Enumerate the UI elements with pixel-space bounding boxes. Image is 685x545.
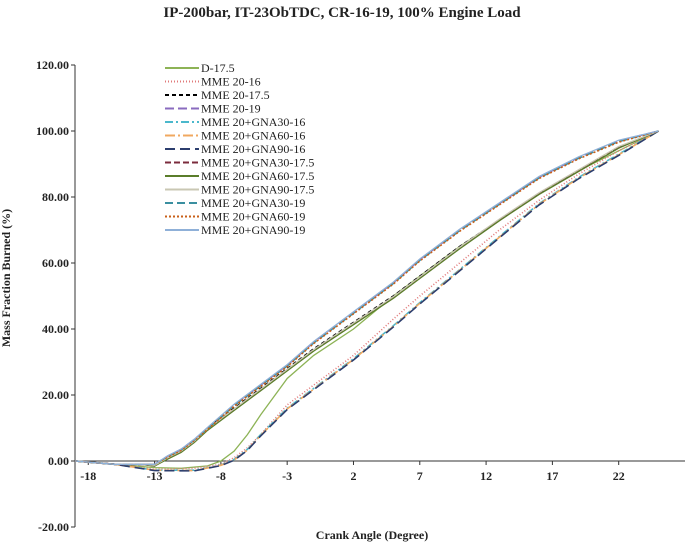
series-line-5 — [74, 130, 659, 471]
legend-label: MME 20-17.5 — [201, 88, 270, 102]
legend-label: MME 20+GNA90-17.5 — [201, 183, 314, 197]
y-axis-label: Mass Fraction Burned (%) — [0, 209, 13, 347]
x-tick-label: 7 — [417, 469, 423, 483]
series-line-13 — [74, 130, 659, 465]
series-line-4 — [74, 130, 659, 466]
y-tick-label: 60.00 — [42, 256, 69, 270]
legend-label: MME 20+GNA90-19 — [201, 223, 305, 237]
y-tick-label: 0.00 — [48, 454, 69, 468]
y-tick-label: 120.00 — [36, 58, 69, 72]
legend-label: MME 20+GNA30-16 — [201, 115, 305, 129]
y-tick-label: 80.00 — [42, 190, 69, 204]
x-tick-label: -8 — [216, 469, 226, 483]
x-tick-label: 17 — [546, 469, 558, 483]
legend-label: MME 20-16 — [201, 75, 261, 89]
legend-label: MME 20+GNA60-16 — [201, 129, 305, 143]
series-line-8 — [74, 130, 659, 467]
y-tick-label: 40.00 — [42, 322, 69, 336]
axes: -20.00 0.00 20.00 40.00 60.00 80.00 100.00 120.… — [36, 58, 685, 534]
series-line-3 — [74, 130, 659, 467]
chart-title: IP-200bar, IT-23ObTDC, CR-16-19, 100% En… — [163, 5, 521, 21]
y-tick-label: 100.00 — [36, 124, 69, 138]
series-line-7 — [74, 130, 659, 472]
x-tick-label: -3 — [282, 469, 292, 483]
series-line-10 — [74, 130, 659, 466]
y-tick-label: -20.00 — [38, 520, 69, 534]
series-line-11 — [74, 130, 659, 466]
legend-label: MME 20+GNA30-17.5 — [201, 156, 314, 170]
x-tick-label: 22 — [613, 469, 625, 483]
legend-label: D-17.5 — [201, 61, 235, 75]
legend-label: MME 20+GNA60-19 — [201, 210, 305, 224]
legend-label: MME 20-19 — [201, 102, 261, 116]
legend-label: MME 20+GNA60-17.5 — [201, 169, 314, 183]
x-tick-label: -13 — [147, 469, 163, 483]
y-tick-label: 20.00 — [42, 388, 69, 402]
series-line-2 — [74, 130, 659, 471]
legend-label: MME 20+GNA30-19 — [201, 196, 305, 210]
series-line-9 — [74, 130, 659, 467]
series-line-12 — [74, 130, 659, 466]
x-tick-label: 12 — [480, 469, 492, 483]
x-tick-label: -18 — [80, 469, 96, 483]
legend-label: MME 20+GNA90-16 — [201, 142, 305, 156]
x-axis-label: Crank Angle (Degree) — [316, 528, 428, 542]
plot-area — [74, 130, 659, 472]
x-tick-label: 2 — [350, 469, 356, 483]
